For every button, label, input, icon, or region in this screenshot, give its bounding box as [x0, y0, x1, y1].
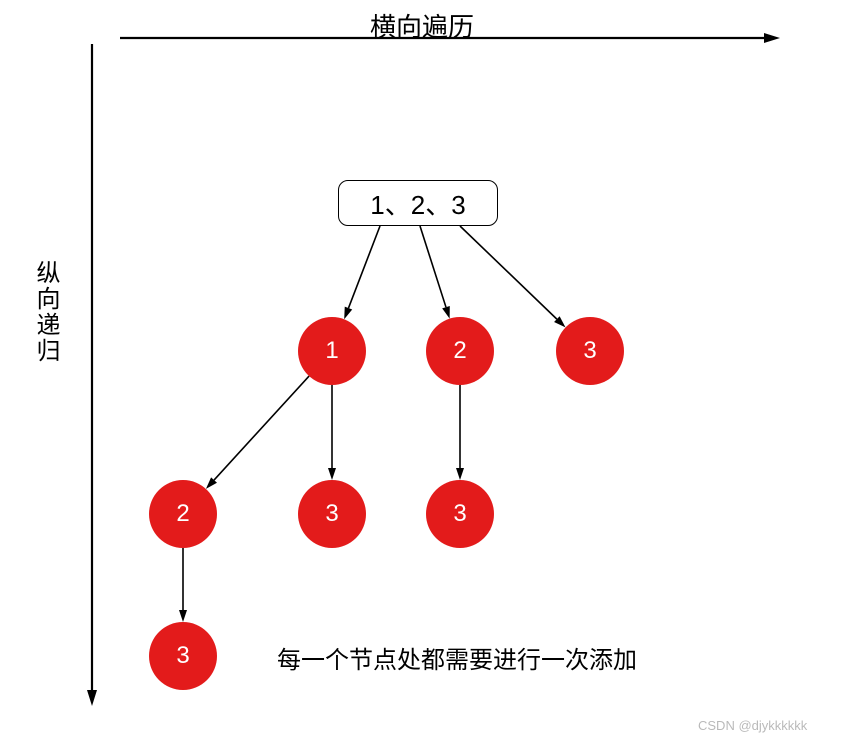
tree-node: 3 [149, 622, 217, 690]
tree-node: 3 [556, 317, 624, 385]
vertical-axis-label: 纵向递归 [28, 260, 63, 364]
watermark-text: CSDN @djykkkkkk [698, 718, 807, 733]
horizontal-axis-label: 横向遍历 [370, 7, 474, 44]
tree-node-label: 2 [453, 337, 466, 365]
tree-node: 2 [426, 317, 494, 385]
tree-node: 1 [298, 317, 366, 385]
tree-node-label: 3 [453, 500, 466, 528]
tree-node-label: 1 [325, 337, 338, 365]
caption-text: 每一个节点处都需要进行一次添加 [277, 640, 637, 675]
arrow-layer [0, 0, 841, 738]
tree-node-label: 3 [583, 337, 596, 365]
tree-node-label: 2 [176, 500, 189, 528]
root-box-text: 1、2、3 [370, 185, 465, 222]
tree-node: 3 [426, 480, 494, 548]
tree-node-label: 3 [325, 500, 338, 528]
tree-node-label: 3 [176, 642, 189, 670]
diagram-stage: 横向遍历 纵向递归 1、2、3 1232333 每一个节点处都需要进行一次添加 … [0, 0, 841, 738]
tree-node: 3 [298, 480, 366, 548]
root-box: 1、2、3 [338, 180, 498, 226]
tree-node: 2 [149, 480, 217, 548]
